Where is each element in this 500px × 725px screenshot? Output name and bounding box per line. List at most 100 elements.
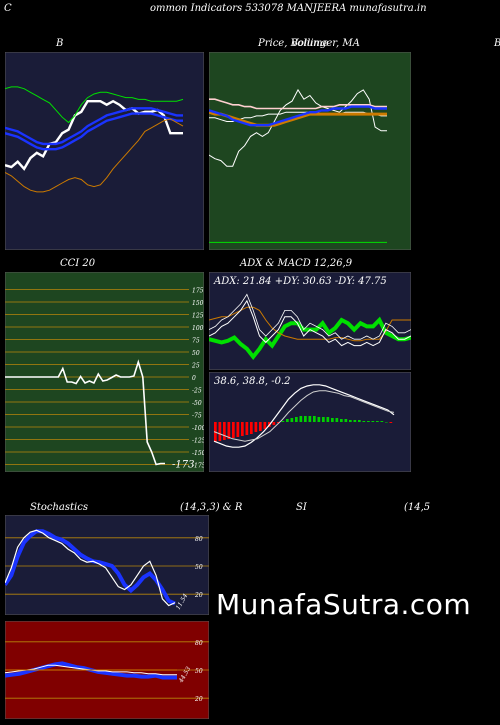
macd-hist-bar — [358, 420, 361, 422]
macd-hist-bar — [250, 422, 253, 434]
stochastics-series-1 — [5, 529, 176, 607]
macd-series-1 — [213, 390, 395, 442]
price-ma-bg — [209, 52, 411, 250]
macd-hist-bar — [340, 419, 343, 422]
macd-hist-bar — [371, 421, 375, 422]
rsi-tick-label: 80 — [195, 640, 203, 647]
cci-tick-label: 50 — [192, 350, 200, 357]
macd-hist-bar — [322, 417, 325, 422]
cci-tick-label: 0 — [192, 375, 196, 382]
cci-tick-label: -125 — [192, 438, 204, 445]
bollinger-series-0 — [5, 99, 183, 171]
adx-macd-title: ADX & MACD 12,26,9 — [240, 258, 353, 269]
cci-title: CCI 20 — [60, 258, 96, 269]
macd-hist-bar — [218, 422, 222, 441]
macd-hist-bar — [223, 422, 226, 440]
rsi-tick-label: 20 — [194, 696, 203, 703]
stoch-tick-label: 20 — [194, 592, 203, 599]
macd-hist-bar — [317, 417, 321, 422]
cci-tick-label: -100 — [192, 425, 204, 432]
cci-tick-label: 25 — [191, 363, 200, 370]
macd-hist-bar — [299, 416, 303, 422]
macd-hist-bar — [380, 421, 384, 422]
adx-series-2b — [209, 293, 411, 340]
macd-title: 38.6, 38.8, -0.2 — [214, 376, 291, 387]
header-letter: C — [4, 3, 12, 14]
macd-hist-bar — [245, 422, 249, 435]
bollinger-series-3 — [5, 86, 184, 124]
volume-title: Volume — [291, 38, 329, 49]
macd-hist-bar — [331, 418, 334, 422]
macd-hist-bar — [344, 419, 348, 422]
page-title: ommon Indicators 533078 MANJEERA munafas… — [150, 3, 427, 14]
macd-hist-bar — [272, 422, 276, 425]
cci-tick-label: -50 — [192, 400, 202, 407]
macd-hist-bar — [367, 421, 370, 422]
price_ma-series-3 — [209, 110, 387, 127]
macd-hist-bar — [385, 422, 388, 423]
macd-hist-bar — [362, 421, 366, 422]
cci-tick-label: 150 — [192, 300, 204, 307]
macd-hist-bar — [232, 422, 235, 438]
bollinger-series-4 — [5, 118, 184, 193]
adx-series-1 — [209, 306, 411, 342]
adx-series-2 — [209, 299, 411, 347]
macd-hist-bar — [236, 422, 240, 437]
macd-hist-bar — [241, 422, 244, 436]
rsi-tick-label: 50 — [195, 668, 203, 675]
macd-chart: 38.6, 38.8, -0.2 — [209, 372, 411, 472]
price_ma-series-0 — [209, 88, 387, 167]
cci-tick-label: 75 — [192, 338, 200, 345]
watermark-logo: MunafaSutra.com — [216, 588, 472, 621]
stoch-title: Stochastics — [30, 502, 88, 513]
cci-tick-label: 175 — [192, 288, 204, 295]
cci-last-label: -173 — [172, 460, 194, 471]
macd-hist-bar — [290, 418, 294, 422]
adx-title: ADX: 21.84 +DY: 30.63 -DY: 47.75 — [213, 276, 387, 287]
macd-hist-bar — [389, 422, 393, 423]
bollinger-title: B — [56, 38, 64, 49]
macd-hist-bar — [281, 421, 285, 422]
macd-hist-bar — [353, 420, 357, 422]
cci-tick-label: 125 — [192, 313, 204, 320]
macd-hist-bar — [313, 416, 316, 422]
macd-hist-bar — [254, 422, 258, 432]
stoch-params-title: (14,3,3) & R — [180, 502, 243, 513]
macd-hist-bar — [304, 416, 307, 422]
stochastics-series-0 — [5, 529, 176, 606]
cci-tick-label: -175 — [192, 463, 204, 470]
cci-tick-label: -150 — [192, 450, 204, 457]
macd-hist-bar — [259, 422, 262, 431]
price-ma-title: Price, Bollinger, MA — [258, 38, 360, 49]
rsi-title: SI — [296, 502, 307, 513]
macd-hist-bar — [349, 420, 352, 422]
bollinger-series-1 — [5, 112, 183, 151]
macd-hist-bar — [227, 422, 231, 439]
adx-chart: ADX: 21.84 +DY: 30.63 -DY: 47.75 — [209, 272, 411, 370]
macd-hist-bar — [286, 419, 289, 422]
cci-chart: 175 150 125 100 75 50 25 0 -25 -50 -75 -100 -125 -150… — [5, 272, 204, 472]
cci-tick-label: 100 — [192, 325, 204, 332]
cci-series-0 — [5, 359, 165, 466]
cci-tick-label: -25 — [192, 388, 202, 395]
macd-series-0 — [213, 384, 395, 448]
right-edge-title: B — [494, 38, 500, 49]
macd-hist-bar — [263, 422, 267, 429]
macd-hist-bar — [295, 417, 298, 422]
cci-bg — [5, 272, 204, 472]
rsi-params-title: (14,5 — [404, 502, 431, 513]
price_ma-series-4 — [209, 105, 387, 127]
macd-hist-bar — [326, 417, 330, 422]
cci-tick-label: -75 — [192, 413, 202, 420]
stoch-tick-label: 50 — [195, 564, 203, 571]
price-ma-chart — [209, 52, 411, 250]
macd-hist-bar — [376, 421, 379, 422]
price_ma-series-2 — [209, 98, 387, 110]
bollinger-chart — [5, 52, 204, 250]
macd-hist-bar — [277, 422, 280, 423]
bollinger-series-2 — [5, 107, 183, 146]
bollinger-bg — [5, 52, 204, 250]
stoch-tick-label: 80 — [195, 536, 203, 543]
